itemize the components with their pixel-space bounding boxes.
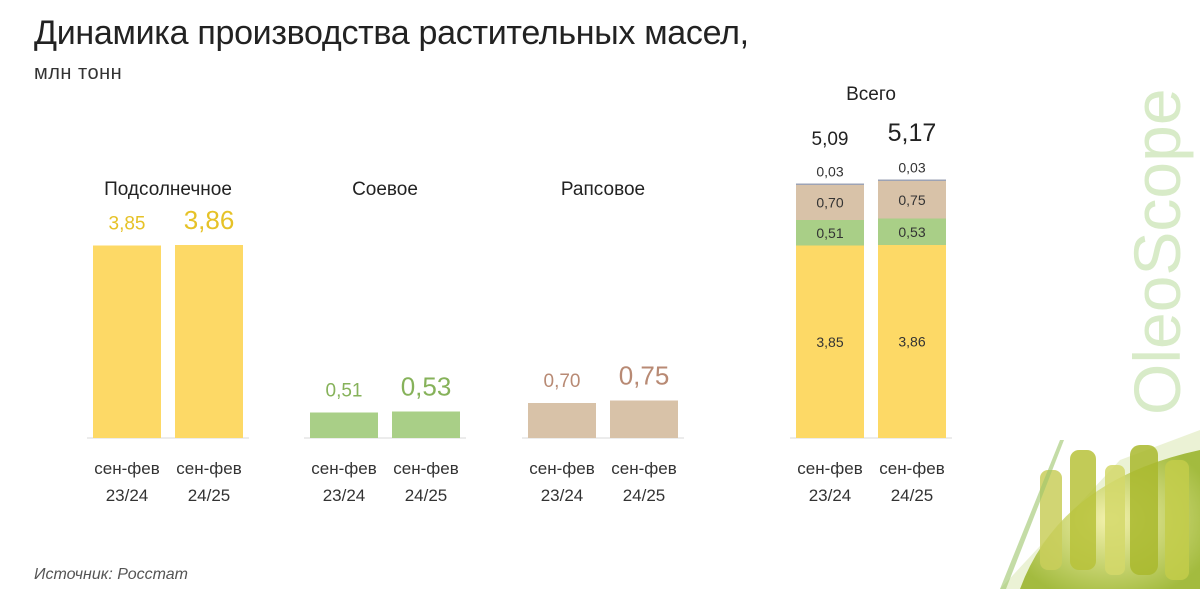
chart-subtitle: млн тонн — [34, 62, 123, 84]
bar — [610, 400, 678, 438]
x-tick-label: сен-фев — [393, 459, 458, 478]
segment-label: 0,75 — [898, 192, 925, 208]
segment-label: 0,51 — [816, 225, 843, 241]
x-tick-label: 24/25 — [188, 486, 231, 505]
x-tick-label: 24/25 — [623, 486, 666, 505]
x-tick-label: 24/25 — [405, 486, 448, 505]
total-label: 5,09 — [812, 129, 849, 150]
panel-title: Подсолнечное — [104, 179, 232, 200]
total-label: 5,17 — [888, 119, 937, 147]
stacked-segment — [878, 245, 946, 438]
segment-label: 0,70 — [816, 195, 843, 211]
stacked-segment — [796, 183, 864, 185]
stacked-segment — [878, 218, 946, 245]
x-tick-label: сен-фев — [529, 459, 594, 478]
data-label: 0,53 — [401, 372, 452, 402]
x-tick-label: 23/24 — [809, 486, 852, 505]
x-tick-label: 24/25 — [891, 486, 934, 505]
oleoscope-watermark: OleoScope — [1120, 88, 1194, 415]
x-tick-label: сен-фев — [311, 459, 376, 478]
x-tick-label: сен-фев — [611, 459, 676, 478]
segment-label: 3,85 — [816, 334, 843, 350]
panel-title: Всего — [846, 84, 896, 105]
x-tick-label: 23/24 — [323, 486, 366, 505]
data-label: 3,86 — [184, 205, 235, 235]
stacked-segment — [878, 179, 946, 181]
stacked-segment — [796, 220, 864, 246]
stacked-segment — [796, 245, 864, 438]
panel-title: Рапсовое — [561, 179, 645, 200]
bar — [93, 245, 161, 438]
data-label: 3,85 — [109, 214, 146, 235]
x-tick-label: сен-фев — [879, 459, 944, 478]
oil-bottles-decoration — [1000, 430, 1200, 589]
bar — [392, 411, 460, 438]
source-note: Источник: Росстат — [34, 566, 188, 583]
x-tick-label: сен-фев — [94, 459, 159, 478]
segment-label: 3,86 — [898, 334, 925, 350]
data-label: 0,70 — [544, 371, 581, 392]
chart-title: Динамика производства растительных масел… — [34, 14, 749, 52]
stacked-segment — [796, 185, 864, 220]
x-tick-label: 23/24 — [106, 486, 149, 505]
data-label: 0,51 — [326, 381, 363, 402]
x-tick-label: сен-фев — [176, 459, 241, 478]
bar — [310, 412, 378, 438]
segment-label: 0,03 — [816, 164, 843, 180]
panel-title: Соевое — [352, 179, 418, 200]
bar — [528, 403, 596, 438]
brand-watermark-text: OleoScope — [1120, 88, 1194, 415]
stacked-segment — [878, 181, 946, 219]
bar — [175, 245, 243, 438]
x-tick-label: 23/24 — [541, 486, 584, 505]
x-tick-label: сен-фев — [797, 459, 862, 478]
segment-label: 0,53 — [898, 224, 925, 240]
data-label: 0,75 — [619, 361, 670, 391]
segment-label: 0,03 — [898, 160, 925, 176]
